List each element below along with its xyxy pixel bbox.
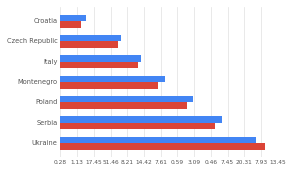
Bar bbox=[60, 55, 142, 62]
Bar bbox=[60, 103, 187, 109]
Bar bbox=[60, 76, 165, 82]
Bar bbox=[60, 62, 138, 68]
Bar bbox=[60, 143, 265, 150]
Bar bbox=[60, 82, 158, 89]
Bar bbox=[60, 137, 255, 143]
Bar bbox=[60, 15, 86, 21]
Bar bbox=[60, 116, 222, 123]
Bar bbox=[60, 96, 193, 103]
Bar bbox=[60, 123, 215, 129]
Bar bbox=[60, 35, 121, 41]
Bar bbox=[60, 41, 118, 48]
Bar bbox=[60, 21, 81, 28]
